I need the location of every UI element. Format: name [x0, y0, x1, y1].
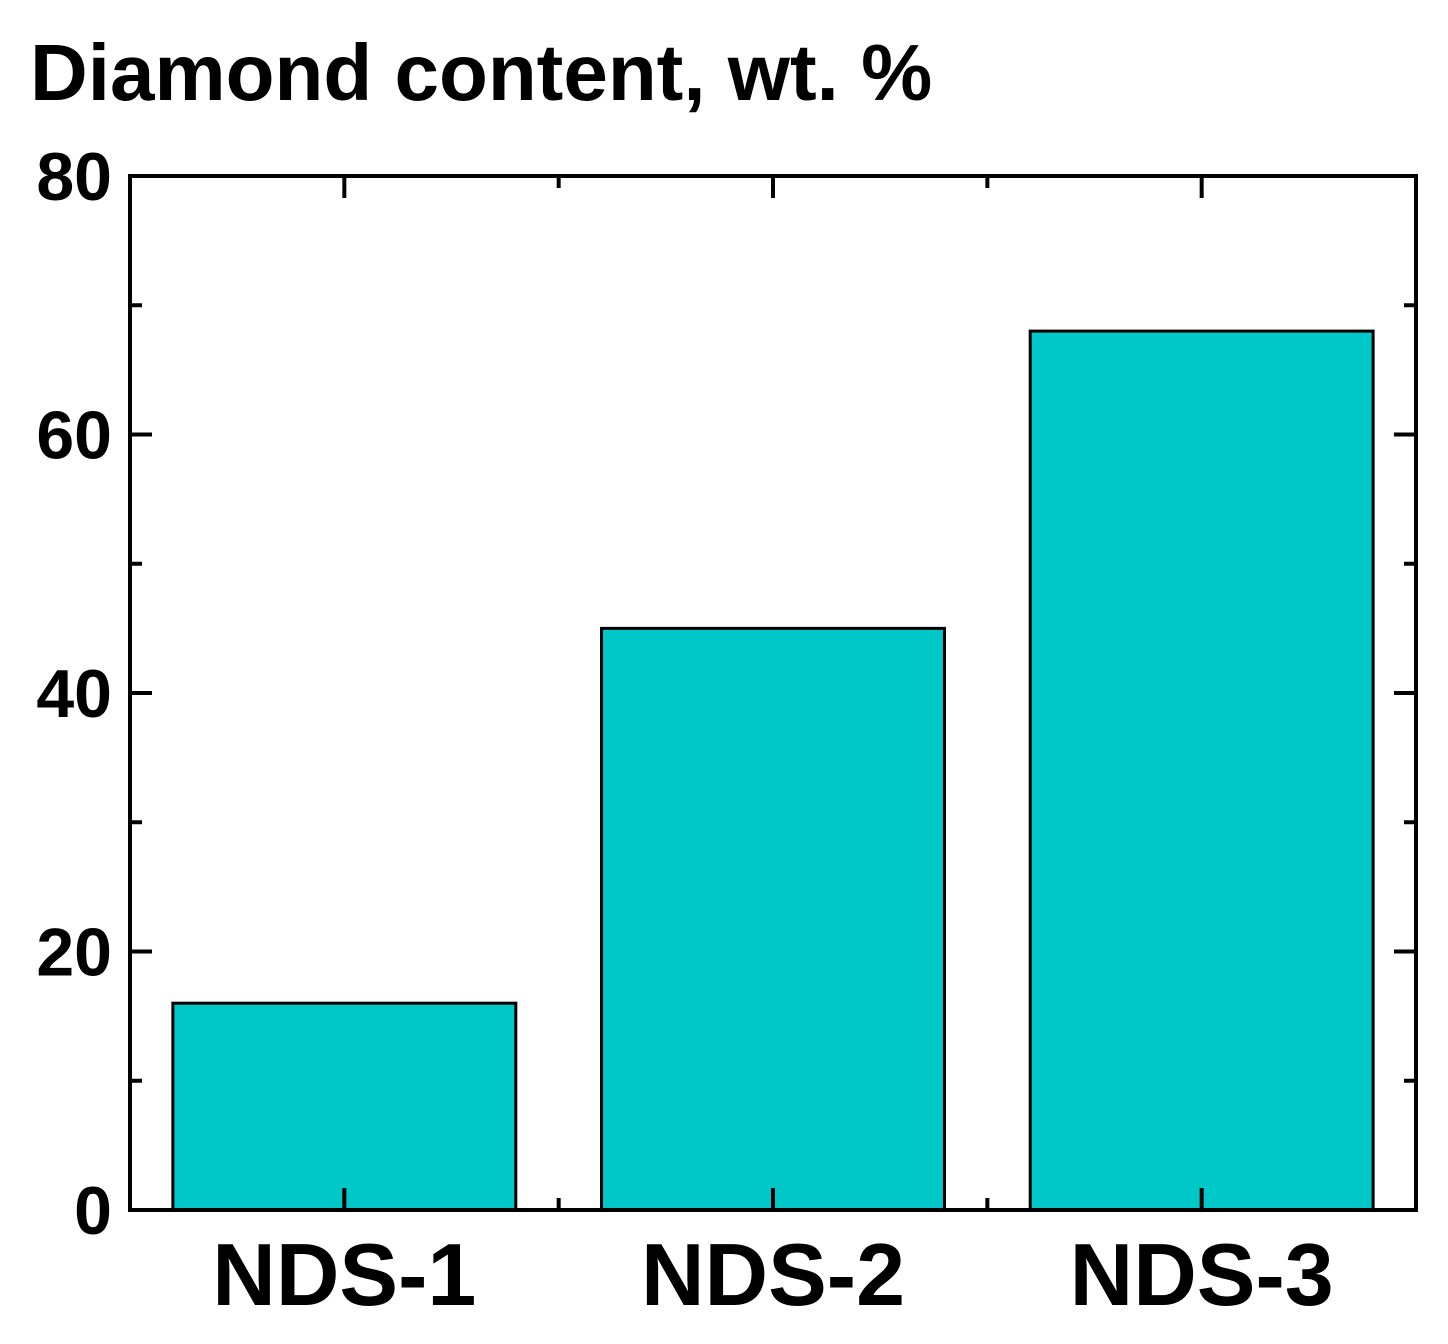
y-tick-label: 40 [36, 656, 112, 732]
bar-nds-1 [171, 1001, 518, 1212]
bars-layer [171, 329, 1375, 1212]
x-tick-label: NDS-2 [641, 1225, 905, 1324]
bar-nds-3 [1028, 329, 1375, 1212]
y-tick-label: 0 [74, 1173, 112, 1249]
plot-frame [128, 174, 1418, 1212]
bar-nds-2 [600, 626, 946, 1212]
y-tick-label: 20 [36, 915, 112, 991]
x-axis-tick-labels: NDS-1 NDS-2 NDS-3 [212, 1225, 1333, 1324]
y-tick-label: 60 [36, 398, 112, 474]
y-tick-label: 80 [36, 139, 112, 215]
chart-title: Diamond content, wt. % [30, 28, 932, 117]
y-axis-tick-labels: 0 20 40 60 80 [36, 139, 112, 1249]
x-tick-label: NDS-3 [1070, 1225, 1334, 1324]
x-tick-label: NDS-1 [212, 1225, 476, 1324]
